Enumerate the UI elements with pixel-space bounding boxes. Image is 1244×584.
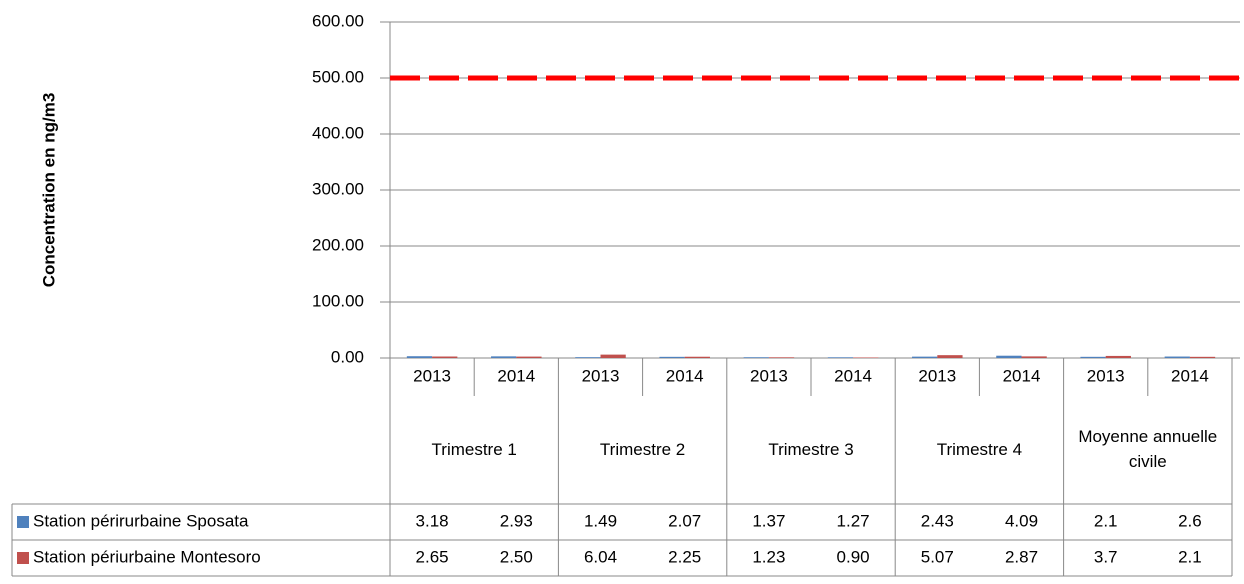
bar bbox=[432, 356, 458, 358]
data-label: 2.1 bbox=[1094, 511, 1118, 530]
legend-label: Station périurbaine Montesoro bbox=[33, 547, 261, 566]
bar bbox=[937, 355, 963, 358]
group-label: Moyenne annuelle civile bbox=[1078, 427, 1218, 471]
bar bbox=[659, 356, 685, 358]
bar bbox=[853, 357, 879, 358]
bar bbox=[743, 357, 769, 358]
y-tick-label: 200.00 bbox=[312, 235, 364, 254]
bar bbox=[575, 357, 601, 358]
data-label: 5.07 bbox=[921, 547, 954, 566]
bar bbox=[491, 356, 517, 358]
x-tick-label: 2013 bbox=[1087, 366, 1125, 385]
data-label: 3.7 bbox=[1094, 547, 1118, 566]
x-tick-label: 2013 bbox=[918, 366, 956, 385]
bar bbox=[1021, 356, 1047, 358]
legend-label: Station périrurbaine Sposata bbox=[33, 511, 249, 530]
x-tick-label: 2014 bbox=[497, 366, 535, 385]
data-label: 1.37 bbox=[752, 511, 785, 530]
x-tick-label: 2014 bbox=[1171, 366, 1209, 385]
y-tick-label: 300.00 bbox=[312, 179, 364, 198]
group-label: Trimestre 4 bbox=[936, 439, 1023, 459]
data-label: 1.23 bbox=[752, 547, 785, 566]
y-tick-label: 100.00 bbox=[312, 291, 364, 310]
y-tick-label: 400.00 bbox=[312, 123, 364, 142]
group-label-box: Trimestre 2 bbox=[599, 439, 686, 459]
legend-swatch bbox=[17, 516, 29, 528]
bar bbox=[1105, 355, 1131, 358]
group-label-box: Trimestre 4 bbox=[936, 439, 1023, 459]
bar bbox=[1080, 356, 1106, 358]
y-axis-title: Concentration en ng/m3 bbox=[39, 93, 58, 288]
bar bbox=[996, 355, 1022, 358]
x-tick-label: 2013 bbox=[750, 366, 788, 385]
bar bbox=[912, 356, 938, 358]
x-tick-label: 2014 bbox=[1003, 366, 1041, 385]
bar bbox=[768, 357, 795, 358]
group-label: Trimestre 1 bbox=[431, 439, 517, 459]
y-tick-label: 600.00 bbox=[312, 11, 364, 30]
data-label: 2.93 bbox=[500, 511, 533, 530]
data-label: 2.6 bbox=[1178, 511, 1202, 530]
bar bbox=[684, 356, 710, 358]
x-tick-label: 2014 bbox=[666, 366, 704, 385]
bar bbox=[406, 356, 433, 358]
legend-swatch bbox=[17, 552, 29, 564]
data-label: 0.90 bbox=[837, 547, 870, 566]
x-tick-label: 2013 bbox=[582, 366, 620, 385]
data-label: 3.18 bbox=[416, 511, 449, 530]
data-label: 2.87 bbox=[1005, 547, 1038, 566]
group-label-box: Trimestre 1 bbox=[431, 439, 517, 459]
x-tick-label: 2014 bbox=[834, 366, 872, 385]
group-label: Trimestre 2 bbox=[599, 439, 686, 459]
bar bbox=[1189, 356, 1216, 358]
data-label: 2.25 bbox=[668, 547, 701, 566]
y-tick-label: 0.00 bbox=[331, 347, 364, 366]
group-label: Trimestre 3 bbox=[768, 439, 854, 459]
data-label: 2.1 bbox=[1178, 547, 1202, 566]
bar bbox=[516, 356, 542, 358]
data-label: 2.65 bbox=[416, 547, 449, 566]
data-label: 2.43 bbox=[921, 511, 954, 530]
data-label: 6.04 bbox=[584, 547, 617, 566]
data-label: 4.09 bbox=[1005, 511, 1038, 530]
data-label: 1.49 bbox=[584, 511, 617, 530]
bar bbox=[600, 354, 626, 358]
bar bbox=[1164, 356, 1190, 358]
group-label-box: Moyenne annuelle civile bbox=[1078, 427, 1218, 471]
data-label: 2.50 bbox=[500, 547, 533, 566]
group-label-box: Trimestre 3 bbox=[768, 439, 854, 459]
x-tick-label: 2013 bbox=[413, 366, 451, 385]
data-label: 2.07 bbox=[668, 511, 701, 530]
y-tick-label: 500.00 bbox=[312, 67, 364, 86]
bar bbox=[827, 357, 854, 358]
data-label: 1.27 bbox=[837, 511, 870, 530]
